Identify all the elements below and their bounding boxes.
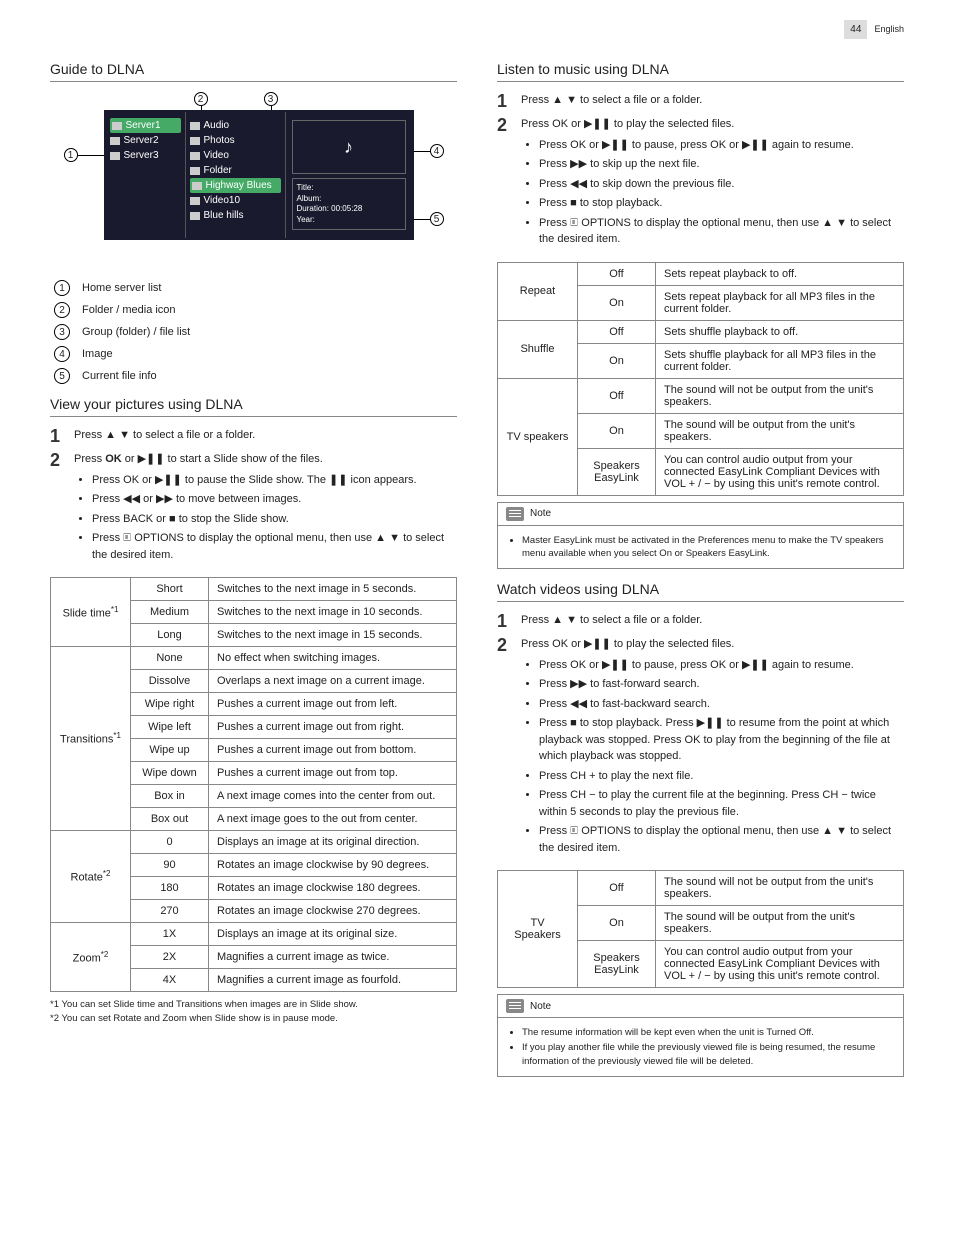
vid-step-1: 1 Press ▲ ▼ to select a file or a folder…	[497, 612, 904, 630]
callout-5: 5	[430, 212, 444, 226]
right-column: Listen to music using DLNA 1 Press ▲ ▼ t…	[497, 49, 904, 1083]
video-options-table: TV SpeakersOffThe sound will not be outp…	[497, 870, 904, 988]
callout-4: 4	[430, 144, 444, 158]
callout-3: 3	[264, 92, 278, 106]
callout-2: 2	[194, 92, 208, 106]
note-icon	[506, 999, 524, 1013]
left-column: Guide to DLNA 1 2 3 4 5 Server1 Server2 …	[50, 49, 457, 1083]
dlna-diagram: 1 2 3 4 5 Server1 Server2 Server3 Audio …	[64, 92, 444, 262]
diagram-preview: ♪ Title: Album: Duration: 00:05:28 Year:	[286, 112, 412, 238]
video-title: Watch videos using DLNA	[497, 581, 904, 602]
page-header: 44 English	[50, 20, 904, 39]
music-options-table: RepeatOffSets repeat playback to off.OnS…	[497, 262, 904, 496]
diagram-servers: Server1 Server2 Server3	[106, 112, 186, 238]
diagram-legend: 1Home server list2Folder / media icon3Gr…	[54, 280, 457, 384]
guide-title: Guide to DLNA	[50, 61, 457, 82]
note-icon	[506, 507, 524, 521]
pic-step-2: 2 Press OK or ▶❚❚ to start a Slide show …	[50, 451, 457, 567]
music-note: Note Master EasyLink must be activated i…	[497, 502, 904, 570]
pictures-title: View your pictures using DLNA	[50, 396, 457, 417]
pic-step-1: 1 Press ▲ ▼ to select a file or a folder…	[50, 427, 457, 445]
vid-step-2: 2 Press OK or ▶❚❚ to play the selected f…	[497, 636, 904, 860]
page-number: 44	[850, 24, 861, 35]
music-title: Listen to music using DLNA	[497, 61, 904, 82]
pictures-options-table: Slide time*1ShortSwitches to the next im…	[50, 577, 457, 992]
diagram-folders: Audio Photos Video Folder Highway Blues …	[186, 112, 286, 238]
footnotes: *1 You can set Slide time and Transition…	[50, 998, 457, 1027]
content-columns: Guide to DLNA 1 2 3 4 5 Server1 Server2 …	[50, 49, 904, 1083]
video-note: Note The resume information will be kept…	[497, 994, 904, 1077]
mus-step-1: 1 Press ▲ ▼ to select a file or a folder…	[497, 92, 904, 110]
mus-step-2: 2 Press OK or ▶❚❚ to play the selected f…	[497, 116, 904, 252]
callout-1: 1	[64, 148, 78, 162]
page-language: English	[874, 24, 904, 34]
